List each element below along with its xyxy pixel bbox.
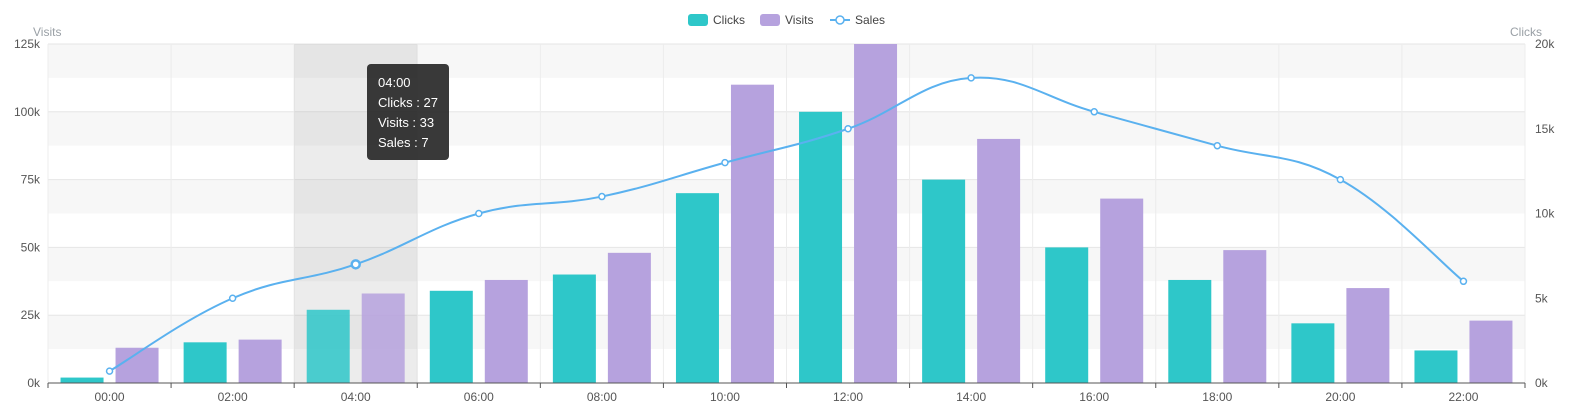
bar-clicks-1400[interactable] <box>922 179 966 383</box>
bar-clicks-1000[interactable] <box>675 193 719 383</box>
bar-visits-2200[interactable] <box>1469 320 1513 383</box>
x-tick-label: 16:00 <box>1079 390 1109 404</box>
point-sales-0400[interactable] <box>350 259 361 270</box>
right-y-tick-label: 20k <box>1535 37 1555 51</box>
bar-clicks-1600[interactable] <box>1045 247 1089 383</box>
point-sales-2000[interactable] <box>1336 175 1345 184</box>
legend-label-sales: Sales <box>855 13 885 27</box>
right-y-tick-label: 10k <box>1535 207 1555 221</box>
tooltip-title: 04:00 <box>378 75 411 90</box>
bar-visits-1200[interactable] <box>854 44 898 383</box>
x-tick-label: 12:00 <box>833 390 863 404</box>
left-y-tick-label: 50k <box>21 240 41 254</box>
bar-clicks-2000[interactable] <box>1291 323 1335 383</box>
bar-clicks-0200[interactable] <box>183 342 227 383</box>
x-tick-label: 00:00 <box>95 390 125 404</box>
point-sales-2200[interactable] <box>1459 277 1468 286</box>
x-tick-label: 04:00 <box>341 390 371 404</box>
legend-swatch-clicks[interactable] <box>688 14 708 26</box>
right-y-tick-label: 15k <box>1535 122 1555 136</box>
bar-visits-1000[interactable] <box>730 84 774 384</box>
bar-clicks-0400[interactable] <box>306 309 350 383</box>
bar-visits-2000[interactable] <box>1346 288 1390 383</box>
tooltip-line: Visits : 33 <box>378 115 434 130</box>
bar-visits-1400[interactable] <box>977 138 1021 383</box>
left-axis-name: Visits <box>33 25 61 39</box>
x-tick-label: 22:00 <box>1448 390 1478 404</box>
point-sales-0600[interactable] <box>475 209 483 218</box>
bar-clicks-1800[interactable] <box>1168 279 1212 383</box>
left-y-tick-label: 75k <box>21 173 41 187</box>
x-tick-label: 14:00 <box>956 390 986 404</box>
bar-clicks-2200[interactable] <box>1414 350 1458 383</box>
bar-clicks-0800[interactable] <box>552 274 596 383</box>
left-y-tick-label: 100k <box>14 105 41 119</box>
right-y-tick-label: 5k <box>1535 291 1549 305</box>
bar-visits-0200[interactable] <box>238 339 282 383</box>
point-sales-1000[interactable] <box>721 158 729 167</box>
legend-marker-sales[interactable] <box>835 15 845 25</box>
bar-clicks-1200[interactable] <box>799 111 843 384</box>
left-y-tick-label: 25k <box>21 308 41 322</box>
point-sales-1600[interactable] <box>1090 108 1098 116</box>
left-y-tick-label: 0k <box>27 376 41 390</box>
legend-label-clicks: Clicks <box>713 13 745 27</box>
x-tick-label: 20:00 <box>1325 390 1355 404</box>
tooltip-line: Clicks : 27 <box>378 95 438 110</box>
x-tick-label: 06:00 <box>464 390 494 404</box>
tooltip-line: Sales : 7 <box>378 135 429 150</box>
tooltip-box <box>367 64 449 160</box>
legend-label-visits: Visits <box>785 13 813 27</box>
x-tick-label: 08:00 <box>587 390 617 404</box>
bar-visits-0400[interactable] <box>361 293 405 383</box>
legend-swatch-visits[interactable] <box>760 14 780 26</box>
bar-visits-0800[interactable] <box>607 252 651 383</box>
bar-clicks-0600[interactable] <box>429 290 473 383</box>
point-sales-0000[interactable] <box>105 367 114 375</box>
right-y-tick-label: 0k <box>1535 376 1549 390</box>
right-axis-name: Clicks <box>1510 25 1542 39</box>
point-sales-1400[interactable] <box>967 74 975 82</box>
bar-visits-0600[interactable] <box>484 279 528 383</box>
point-sales-0200[interactable] <box>228 294 237 302</box>
left-y-tick-label: 125k <box>14 37 41 51</box>
point-sales-0800[interactable] <box>598 192 606 201</box>
x-tick-label: 18:00 <box>1202 390 1232 404</box>
bar-visits-1600[interactable] <box>1100 198 1144 383</box>
bar-clicks-0000[interactable] <box>60 377 104 383</box>
point-sales-1800[interactable] <box>1213 141 1222 150</box>
bar-visits-1800[interactable] <box>1223 250 1267 383</box>
line-sales <box>109 76 1465 372</box>
x-tick-label: 10:00 <box>710 390 740 404</box>
x-tick-label: 02:00 <box>218 390 248 404</box>
point-sales-1200[interactable] <box>844 125 852 133</box>
